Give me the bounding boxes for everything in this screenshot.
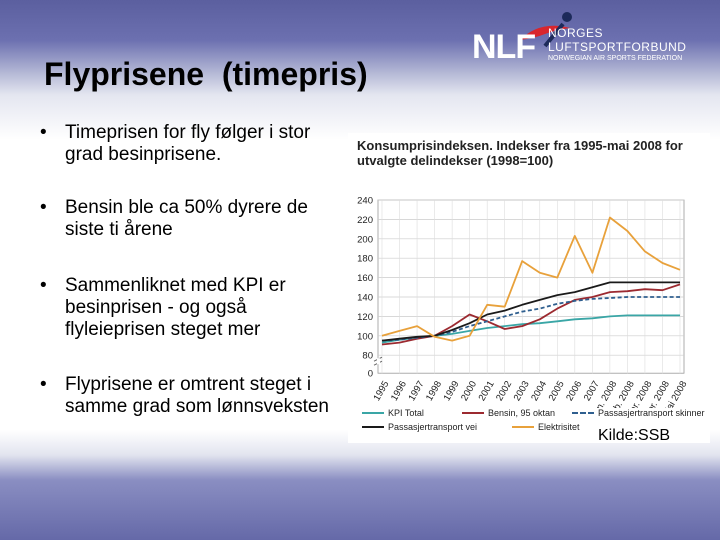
- series-line-5: [381, 216, 681, 342]
- x-tick-label: 1999: [442, 379, 462, 403]
- logo-line1: NORGES: [548, 26, 604, 40]
- x-tick-label: 2002: [494, 379, 514, 403]
- legend-swatch: [512, 426, 534, 428]
- legend-swatch: [362, 426, 384, 428]
- y-tick-label: 140: [357, 293, 373, 304]
- y-tick-label: 220: [357, 215, 373, 226]
- y-tick-label: 200: [357, 234, 373, 245]
- x-tick-label: 1996: [389, 379, 409, 403]
- x-tick-label: 2000: [459, 379, 479, 403]
- bullet-item: Sammenliknet med KPI er besinprisen - og…: [40, 275, 340, 341]
- x-tick-label: 2004: [529, 379, 549, 403]
- series-line-1: [381, 314, 680, 344]
- x-tick-label: 1995: [371, 379, 391, 403]
- x-tick-label: 2003: [512, 379, 532, 403]
- source-label: Kilde:SSB: [598, 427, 671, 444]
- x-tick-label: 2001: [477, 379, 497, 403]
- chart-panel: Konsumprisindeksen. Indekser fra 1995-ma…: [348, 133, 710, 443]
- legend-label: Passasjertransport skinner: [598, 408, 705, 418]
- nlf-logo: NLF NORGES LUFTSPORTFORBUND NORWEGIAN AI…: [470, 10, 710, 70]
- legend-swatch: [462, 412, 484, 414]
- y-tick-label: 80: [362, 351, 373, 362]
- y-tick-label: 240: [357, 196, 373, 207]
- slide-title: Flyprisene (timepris): [44, 56, 368, 92]
- legend-entry: Elektrisitet: [512, 422, 580, 432]
- legend-label: Passasjertransport vei: [388, 422, 478, 432]
- y-tick-label: 0: [368, 369, 373, 380]
- bullet-item: Flyprisene er omtrent steget i samme gra…: [40, 374, 340, 418]
- flying-figure-icon: [520, 12, 572, 48]
- legend-entry: Bensin, 95 oktan: [462, 408, 555, 418]
- legend-swatch: [362, 412, 384, 414]
- x-tick-label: 2005: [547, 379, 567, 403]
- line-chart: 0801001201401601802002202401995199619971…: [357, 196, 689, 409]
- legend-swatch: [572, 412, 594, 414]
- legend-label: KPI Total: [388, 408, 424, 418]
- legend-entry: Passasjertransport vei: [362, 422, 477, 432]
- axis-break-gap: [377, 358, 380, 365]
- x-tick-label: 1998: [424, 379, 444, 403]
- series-line-3: [381, 296, 680, 342]
- x-tick-label: 1997: [406, 379, 426, 403]
- logo-abbr: NLF: [472, 28, 536, 66]
- plot-frame: [377, 199, 685, 374]
- logo-line2: LUFTSPORTFORBUND: [548, 40, 687, 54]
- bullet-item: Bensin ble ca 50% dyrere de siste ti åre…: [40, 197, 340, 241]
- y-tick-label: 120: [357, 312, 373, 323]
- legend-label: Bensin, 95 oktan: [488, 408, 556, 418]
- legend-entry: KPI Total: [362, 408, 424, 418]
- x-tick-label: 2006: [564, 379, 584, 403]
- y-tick-label: 180: [357, 254, 373, 265]
- y-tick-label: 100: [357, 331, 373, 342]
- y-tick-label: 160: [357, 273, 373, 284]
- legend-label: Elektrisitet: [538, 422, 580, 432]
- logo-line3: NORWEGIAN AIR SPORTS FEDERATION: [548, 55, 683, 62]
- chart-title: Konsumprisindeksen. Indekser fra 1995-ma…: [357, 138, 683, 168]
- legend-entry: Passasjertransport skinner: [572, 408, 705, 418]
- bullet-list: Timeprisen for fly følger i stor grad be…: [40, 122, 340, 417]
- bullet-item: Timeprisen for fly følger i stor grad be…: [40, 122, 340, 166]
